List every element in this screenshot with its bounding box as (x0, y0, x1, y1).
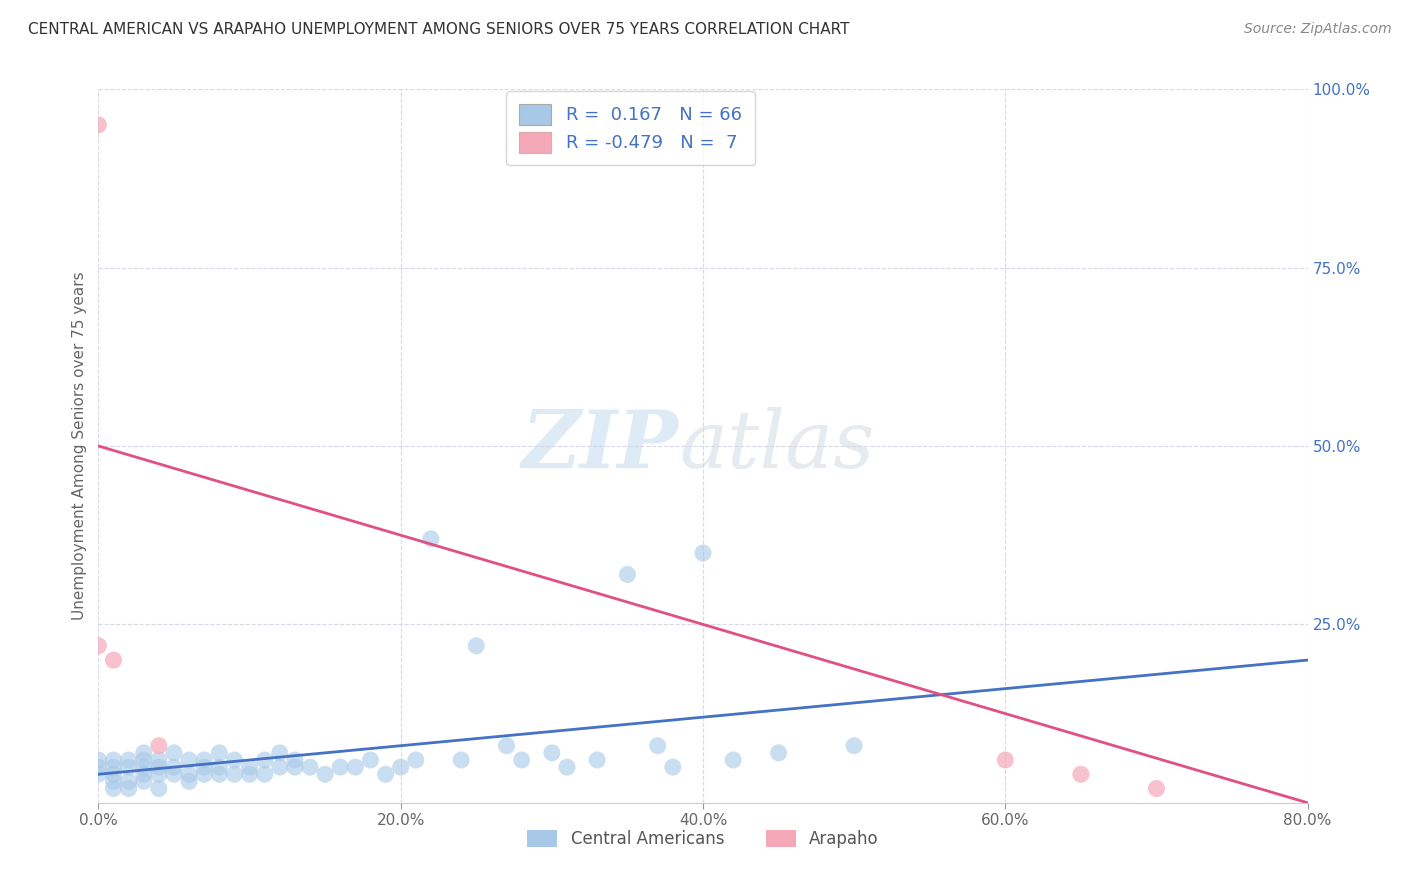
Point (465, 639, 488, 653)
Point (269, 746, 291, 760)
Point (103, 753, 125, 767)
Point (193, 767, 215, 781)
Point (148, 767, 170, 781)
Point (193, 760, 215, 774)
Point (555, 760, 578, 774)
Point (118, 760, 141, 774)
Point (87, 118, 110, 132)
Point (420, 532, 443, 546)
Point (540, 746, 562, 760)
Point (450, 753, 472, 767)
Point (148, 739, 170, 753)
Point (224, 767, 246, 781)
Point (208, 746, 231, 760)
Point (163, 767, 186, 781)
Point (103, 781, 125, 796)
Point (132, 767, 155, 781)
Point (103, 774, 125, 789)
Text: atlas: atlas (679, 408, 875, 484)
Point (179, 753, 201, 767)
Point (163, 760, 186, 774)
Point (132, 760, 155, 774)
Point (1070, 767, 1092, 781)
Point (132, 774, 155, 789)
Point (994, 753, 1017, 767)
Point (495, 739, 517, 753)
Point (253, 753, 276, 767)
Point (208, 767, 231, 781)
Point (193, 753, 215, 767)
Point (148, 760, 170, 774)
Point (239, 767, 262, 781)
Point (314, 767, 336, 781)
Point (360, 753, 382, 767)
Point (118, 781, 141, 796)
Point (284, 753, 307, 767)
Point (510, 753, 533, 767)
Point (103, 767, 125, 781)
Y-axis label: Unemployment Among Seniors over 75 years: Unemployment Among Seniors over 75 years (72, 272, 87, 620)
Text: CENTRAL AMERICAN VS ARAPAHO UNEMPLOYMENT AMONG SENIORS OVER 75 YEARS CORRELATION: CENTRAL AMERICAN VS ARAPAHO UNEMPLOYMENT… (28, 22, 849, 37)
Point (118, 774, 141, 789)
Point (253, 767, 276, 781)
Point (148, 781, 170, 796)
Point (132, 753, 155, 767)
Point (87, 767, 110, 781)
Point (299, 760, 322, 774)
Point (103, 653, 125, 667)
Point (269, 760, 291, 774)
Point (344, 760, 367, 774)
Point (239, 760, 262, 774)
Point (284, 760, 307, 774)
Point (103, 760, 125, 774)
Point (692, 546, 714, 560)
Point (224, 753, 246, 767)
Point (768, 746, 790, 760)
Point (405, 753, 427, 767)
Point (132, 746, 155, 760)
Point (1144, 781, 1167, 796)
Point (374, 767, 396, 781)
Text: ZIP: ZIP (522, 408, 679, 484)
Point (208, 760, 231, 774)
Point (616, 567, 638, 582)
Point (179, 774, 201, 789)
Point (661, 760, 683, 774)
Point (87, 639, 110, 653)
Legend: Central Americans, Arapaho: Central Americans, Arapaho (520, 823, 886, 855)
Point (148, 753, 170, 767)
Point (389, 760, 412, 774)
Point (87, 753, 110, 767)
Point (723, 753, 745, 767)
Text: Source: ZipAtlas.com: Source: ZipAtlas.com (1244, 22, 1392, 37)
Point (163, 746, 186, 760)
Point (647, 739, 669, 753)
Point (87, 760, 110, 774)
Point (118, 753, 141, 767)
Point (329, 760, 352, 774)
Point (844, 739, 866, 753)
Point (179, 767, 201, 781)
Point (586, 753, 609, 767)
